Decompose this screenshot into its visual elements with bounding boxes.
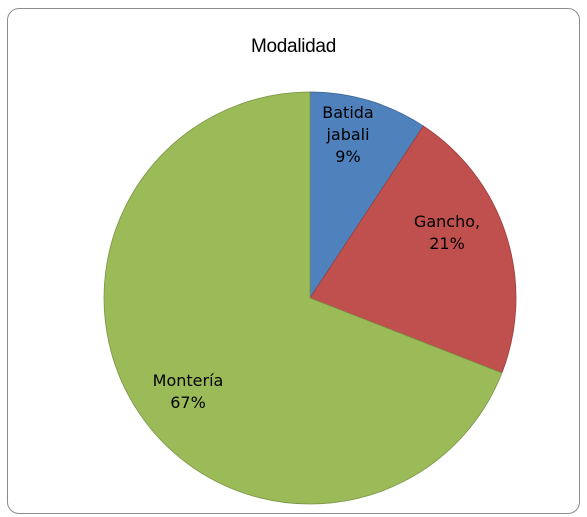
slice-label-3: Montería 67% [153, 371, 224, 412]
chart-title: Modalidad [251, 36, 336, 57]
slice-label-1: Batida jabali 9% [322, 103, 373, 166]
pie-slice-1 [309, 91, 424, 300]
pie-slice-2 [309, 125, 517, 374]
pie-slice-3 [103, 91, 503, 505]
slice-label-2: Gancho, 21% [414, 212, 480, 253]
